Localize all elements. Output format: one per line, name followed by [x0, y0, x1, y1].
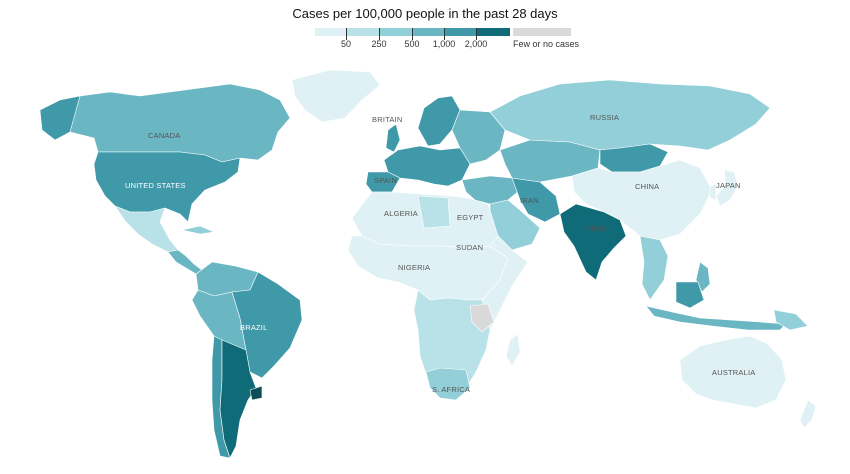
legend: 50 250 500 1,000 2,000 Few or no cases: [315, 24, 579, 54]
legend-tick-1000: [444, 28, 445, 40]
legend-tick-50: [346, 28, 347, 40]
label-nigeria: NIGERIA: [398, 263, 430, 272]
label-canada: CANADA: [148, 131, 180, 140]
country-britain: [385, 123, 401, 153]
country-korea: [709, 183, 717, 201]
country-united-states: [93, 151, 241, 223]
country-madagascar: [505, 333, 521, 367]
country-cuba: [181, 225, 215, 235]
legend-label-500: 500: [404, 39, 420, 49]
country-australia: [679, 335, 787, 409]
country-mexico: [114, 205, 179, 253]
legend-swatch-3: [379, 28, 412, 36]
legend-label-few-cases: Few or no cases: [513, 39, 580, 49]
country-central-america: [167, 249, 203, 275]
country-japan: [715, 169, 739, 207]
country-alaska: [39, 95, 81, 141]
country-east-africa: [481, 235, 529, 331]
country-uruguay: [249, 385, 263, 401]
country-southeast-asia: [639, 235, 669, 301]
label-japan: JAPAN: [716, 181, 741, 190]
label-south-africa: S. AFRICA: [432, 385, 470, 394]
label-iran: IRAN: [520, 196, 539, 205]
country-papua-new-guinea: [773, 309, 809, 331]
country-russia: [489, 79, 771, 151]
country-new-zealand: [799, 399, 817, 429]
country-india: [559, 203, 627, 281]
legend-label-50: 50: [340, 39, 352, 49]
legend-swatch-4: [412, 28, 444, 36]
label-egypt: EGYPT: [457, 213, 484, 222]
label-united-states: UNITED STATES: [125, 181, 186, 190]
legend-swatch-5: [444, 28, 476, 36]
country-libya: [417, 195, 451, 229]
label-india: INDIA: [586, 224, 607, 233]
country-canada: [47, 83, 291, 163]
label-sudan: SUDAN: [456, 243, 483, 252]
label-china: CHINA: [635, 182, 659, 191]
label-australia: AUSTRALIA: [712, 368, 755, 377]
legend-title: Cases per 100,000 people in the past 28 …: [292, 6, 558, 21]
country-malaysia: [675, 281, 705, 309]
country-indonesia: [645, 305, 787, 331]
label-algeria: ALGERIA: [384, 209, 418, 218]
label-brazil: BRAZIL: [240, 323, 267, 332]
legend-tick-500: [412, 28, 413, 40]
legend-swatch-few: [513, 28, 571, 36]
legend-label-2000: 2,000: [464, 39, 488, 49]
legend-tick-250: [379, 28, 380, 40]
legend-swatch-2: [346, 28, 379, 36]
country-china: [571, 159, 713, 241]
label-spain: SPAIN: [374, 176, 397, 185]
legend-swatch-1: [315, 28, 346, 36]
country-philippines: [695, 261, 711, 293]
legend-tick-2000: [476, 28, 477, 40]
country-iran: [511, 177, 561, 223]
legend-label-1000: 1,000: [432, 39, 456, 49]
country-few-cases: [469, 303, 495, 333]
country-greenland: [291, 69, 381, 123]
legend-label-250: 250: [371, 39, 387, 49]
label-russia: RUSSIA: [590, 113, 619, 122]
legend-swatch-6: [476, 28, 510, 36]
label-britain: BRITAIN: [372, 115, 402, 124]
country-scandinavia: [417, 95, 461, 147]
country-argentina: [219, 339, 257, 459]
country-south-africa: [425, 367, 471, 401]
